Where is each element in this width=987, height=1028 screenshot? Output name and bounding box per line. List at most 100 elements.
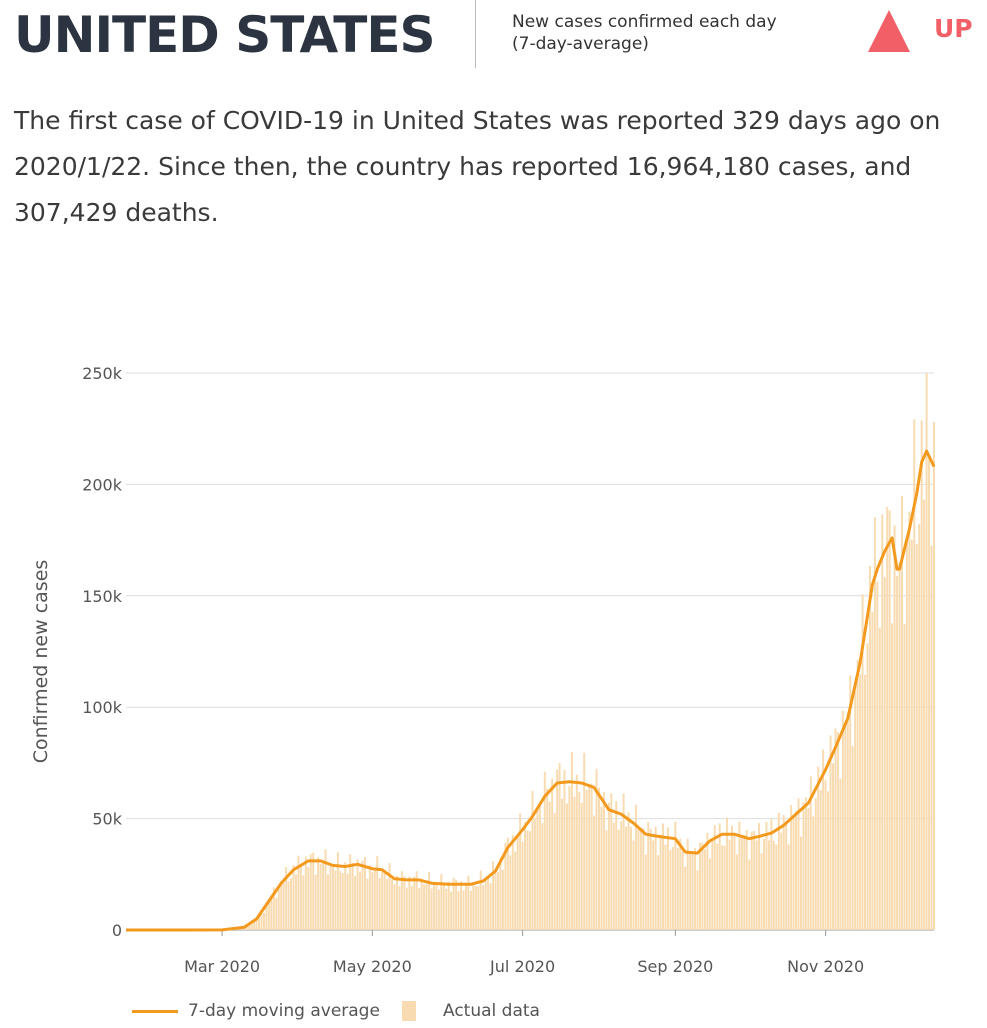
daily-bar xyxy=(531,790,534,930)
daily-bar xyxy=(432,884,435,930)
daily-bar xyxy=(464,882,467,930)
daily-bar xyxy=(492,861,495,930)
daily-bar xyxy=(812,816,815,930)
daily-bar xyxy=(447,881,450,930)
daily-bar xyxy=(395,875,398,930)
daily-bar xyxy=(866,643,869,930)
daily-bar xyxy=(516,835,519,930)
daily-bar xyxy=(275,897,278,930)
daily-bar xyxy=(356,859,359,930)
daily-bar xyxy=(299,865,302,930)
daily-bar xyxy=(617,829,620,930)
daily-bar xyxy=(731,825,733,930)
daily-bar xyxy=(681,851,684,930)
daily-bar xyxy=(245,924,248,930)
daily-bar xyxy=(418,888,421,930)
daily-bar xyxy=(854,681,857,930)
daily-bar xyxy=(664,844,667,930)
daily-bar xyxy=(790,804,793,930)
daily-bar xyxy=(381,871,384,930)
daily-bar xyxy=(763,838,766,930)
daily-bar xyxy=(615,801,618,930)
daily-bar xyxy=(317,857,320,930)
daily-bar xyxy=(627,812,630,930)
y-axis-title: Confirmed new cases xyxy=(30,560,52,764)
daily-bar xyxy=(570,752,573,930)
up-triangle-icon xyxy=(868,10,910,52)
daily-bar xyxy=(302,875,305,930)
daily-bar xyxy=(915,544,918,930)
daily-bar xyxy=(346,873,349,930)
x-tick-label: Jul 2020 xyxy=(489,957,555,976)
daily-bar xyxy=(487,876,490,930)
daily-bar xyxy=(679,838,682,930)
daily-bar xyxy=(649,828,652,930)
daily-bar xyxy=(696,870,699,930)
daily-bar xyxy=(819,789,822,930)
daily-bar xyxy=(366,878,369,930)
daily-bar xyxy=(543,771,546,930)
daily-bar xyxy=(469,890,472,930)
daily-bar xyxy=(529,831,531,930)
daily-bar xyxy=(772,840,775,930)
daily-bar xyxy=(324,849,327,930)
daily-bar xyxy=(908,511,911,930)
daily-bar xyxy=(440,873,443,930)
daily-bar xyxy=(844,726,847,930)
header-divider xyxy=(475,0,476,68)
daily-bar xyxy=(467,875,470,930)
daily-bar xyxy=(703,849,706,930)
daily-bar xyxy=(561,798,564,930)
daily-bar xyxy=(780,832,783,930)
daily-bar xyxy=(913,419,916,930)
daily-bar xyxy=(657,855,660,930)
daily-bar xyxy=(728,839,731,930)
daily-bar xyxy=(676,847,679,930)
daily-bar xyxy=(413,876,416,930)
daily-bar xyxy=(258,913,261,930)
daily-bar xyxy=(637,829,640,930)
daily-bar xyxy=(654,826,657,930)
daily-bar xyxy=(886,506,889,930)
daily-bar xyxy=(883,576,886,930)
daily-bar xyxy=(740,836,743,930)
daily-bar xyxy=(462,890,465,930)
daily-bar xyxy=(612,822,615,930)
daily-bar xyxy=(802,802,805,930)
daily-bar xyxy=(460,881,463,930)
daily-bar xyxy=(521,841,524,930)
daily-bar xyxy=(829,735,832,930)
daily-bar xyxy=(602,791,605,930)
daily-bar xyxy=(262,912,265,930)
daily-bar xyxy=(294,874,297,930)
daily-bar xyxy=(733,835,736,930)
y-tick-label: 100k xyxy=(82,698,123,717)
daily-bar xyxy=(270,896,273,930)
daily-bar xyxy=(758,823,761,930)
daily-bar xyxy=(388,863,391,930)
daily-bar xyxy=(671,847,674,930)
daily-bar xyxy=(519,813,522,930)
daily-bar xyxy=(721,845,724,930)
daily-bar xyxy=(900,496,903,930)
daily-bar xyxy=(804,797,807,930)
legend-line-swatch xyxy=(132,1010,178,1013)
daily-bar xyxy=(556,769,559,930)
daily-bar xyxy=(327,874,329,930)
daily-bar xyxy=(735,854,738,930)
daily-bar xyxy=(499,857,502,930)
daily-bar xyxy=(923,499,926,930)
daily-bar xyxy=(472,881,475,930)
daily-bar xyxy=(905,541,908,930)
x-tick-label: Nov 2020 xyxy=(787,957,864,976)
daily-bar xyxy=(706,832,709,930)
daily-bar xyxy=(898,562,901,930)
daily-bar xyxy=(477,885,480,930)
daily-bar xyxy=(514,851,517,930)
daily-bar xyxy=(408,876,411,930)
daily-bar xyxy=(814,798,817,930)
daily-bar xyxy=(267,901,270,930)
daily-bar xyxy=(859,674,862,930)
daily-bar xyxy=(420,878,423,930)
summary-text: The first case of COVID-19 in United Sta… xyxy=(14,106,941,227)
